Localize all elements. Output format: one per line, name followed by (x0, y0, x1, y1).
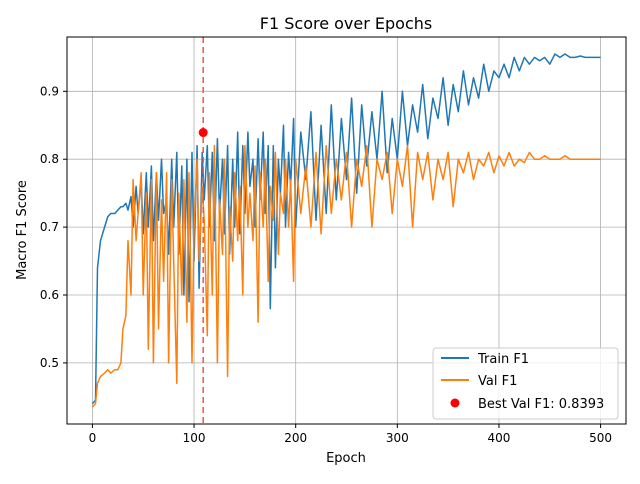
x-tick-label: 0 (89, 431, 97, 445)
x-tick-label: 300 (386, 431, 409, 445)
x-tick-label: 200 (284, 431, 307, 445)
legend: Train F1 Val F1 Best Val F1: 0.8393 (432, 347, 619, 420)
chart-title: F1 Score over Epochs (260, 14, 432, 33)
y-tick-label: 0.9 (40, 84, 59, 98)
plot-area (91, 37, 601, 424)
y-tick-label: 0.8 (40, 152, 59, 166)
x-tick-label: 400 (488, 431, 511, 445)
axes-frame (66, 36, 627, 425)
y-tick-label: 0.7 (40, 220, 59, 234)
series-marks (91, 37, 601, 424)
legend-label-best: Best Val F1: 0.8393 (478, 397, 604, 412)
y-tick-label: 0.5 (40, 356, 59, 370)
y-tick-label: 0.6 (40, 288, 59, 302)
x-axis-label: Epoch (326, 451, 366, 466)
x-tick-label: 100 (183, 431, 206, 445)
legend-label-val: Val F1 (478, 374, 517, 389)
series-line-val (91, 144, 601, 408)
best-val-point (198, 128, 208, 138)
y-axis-label: Macro F1 Score (15, 180, 30, 280)
legend-swatch-best (450, 398, 460, 408)
x-tick-label: 500 (589, 431, 612, 445)
axis-ticks: 0 100 200 300 400 500 0.5 0.6 0.7 0.8 0.9 (40, 84, 612, 445)
legend-box (432, 347, 619, 420)
legend-label-train: Train F1 (477, 352, 529, 367)
